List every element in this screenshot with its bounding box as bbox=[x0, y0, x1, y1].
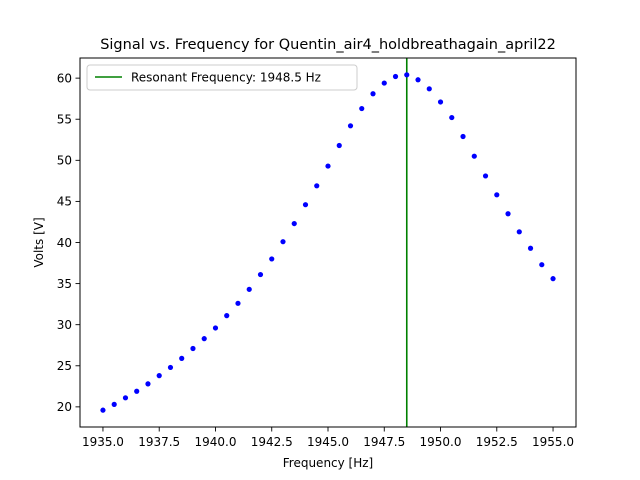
data-point bbox=[494, 192, 500, 198]
y-tick-label: 40 bbox=[57, 236, 72, 250]
x-tick-label: 1950.0 bbox=[420, 435, 462, 449]
data-point bbox=[550, 276, 556, 282]
y-tick-label: 55 bbox=[57, 113, 72, 127]
scatter-points bbox=[100, 72, 556, 413]
data-point bbox=[359, 105, 365, 112]
y-tick-label: 20 bbox=[57, 400, 72, 414]
data-point bbox=[471, 153, 477, 159]
data-point bbox=[381, 80, 387, 86]
y-tick-label: 30 bbox=[57, 318, 72, 332]
data-point bbox=[415, 77, 421, 83]
x-tick-label: 1952.5 bbox=[476, 435, 518, 449]
legend-entry-resonant-frequency: Resonant Frequency: 1948.5 Hz bbox=[131, 71, 321, 85]
data-point bbox=[122, 395, 129, 401]
data-point bbox=[449, 114, 455, 121]
data-point bbox=[539, 262, 545, 268]
plot-content bbox=[100, 58, 556, 427]
y-tick-label: 45 bbox=[57, 195, 72, 209]
data-point bbox=[111, 401, 117, 407]
data-point bbox=[257, 271, 264, 278]
data-point bbox=[235, 300, 241, 306]
data-point bbox=[201, 336, 207, 342]
x-tick-label: 1942.5 bbox=[251, 435, 293, 449]
data-point bbox=[516, 229, 522, 235]
y-tick-label: 35 bbox=[57, 277, 72, 291]
data-point bbox=[370, 91, 376, 97]
data-point bbox=[314, 183, 320, 189]
data-point bbox=[482, 173, 489, 179]
x-tick-label: 1937.5 bbox=[138, 435, 180, 449]
data-point bbox=[437, 99, 444, 105]
data-point bbox=[167, 364, 174, 371]
data-point bbox=[325, 163, 331, 169]
data-point bbox=[224, 313, 230, 319]
y-axis-label: Volts [V] bbox=[32, 217, 46, 267]
y-axis-ticks: 20 25 30 35 40 45 50 55 60 bbox=[57, 71, 80, 414]
data-point bbox=[404, 72, 410, 78]
data-point bbox=[100, 407, 106, 413]
data-point bbox=[179, 355, 185, 361]
data-point bbox=[190, 345, 196, 352]
x-tick-label: 1955.0 bbox=[532, 435, 574, 449]
chart-title: Signal vs. Frequency for Quentin_air4_ho… bbox=[100, 37, 556, 53]
data-point bbox=[392, 73, 399, 80]
data-point bbox=[347, 123, 354, 129]
y-tick-label: 50 bbox=[57, 154, 72, 168]
data-point bbox=[527, 245, 534, 251]
x-tick-label: 1935.0 bbox=[82, 435, 124, 449]
x-tick-label: 1945.0 bbox=[307, 435, 349, 449]
data-point bbox=[505, 211, 511, 217]
data-point bbox=[156, 373, 162, 379]
data-point bbox=[460, 133, 466, 140]
data-point bbox=[280, 239, 286, 245]
data-point bbox=[246, 286, 252, 292]
data-point bbox=[302, 202, 309, 208]
y-tick-label: 25 bbox=[57, 359, 72, 373]
x-tick-label: 1940.0 bbox=[194, 435, 236, 449]
y-tick-label: 60 bbox=[57, 71, 72, 85]
x-tick-label: 1947.5 bbox=[363, 435, 405, 449]
legend: Resonant Frequency: 1948.5 Hz bbox=[86, 64, 358, 91]
plot-area bbox=[80, 58, 576, 427]
data-point bbox=[145, 381, 151, 387]
data-point bbox=[212, 325, 219, 331]
x-axis-label: Frequency [Hz] bbox=[283, 456, 374, 470]
legend-box bbox=[86, 64, 358, 91]
data-point bbox=[426, 86, 432, 92]
x-axis-ticks: 1935.0 1937.5 1940.0 1942.5 1945.0 1947.5 1950… bbox=[82, 427, 574, 449]
data-point bbox=[336, 142, 342, 149]
data-point bbox=[134, 388, 140, 394]
data-point bbox=[291, 220, 297, 227]
data-point bbox=[269, 256, 275, 262]
